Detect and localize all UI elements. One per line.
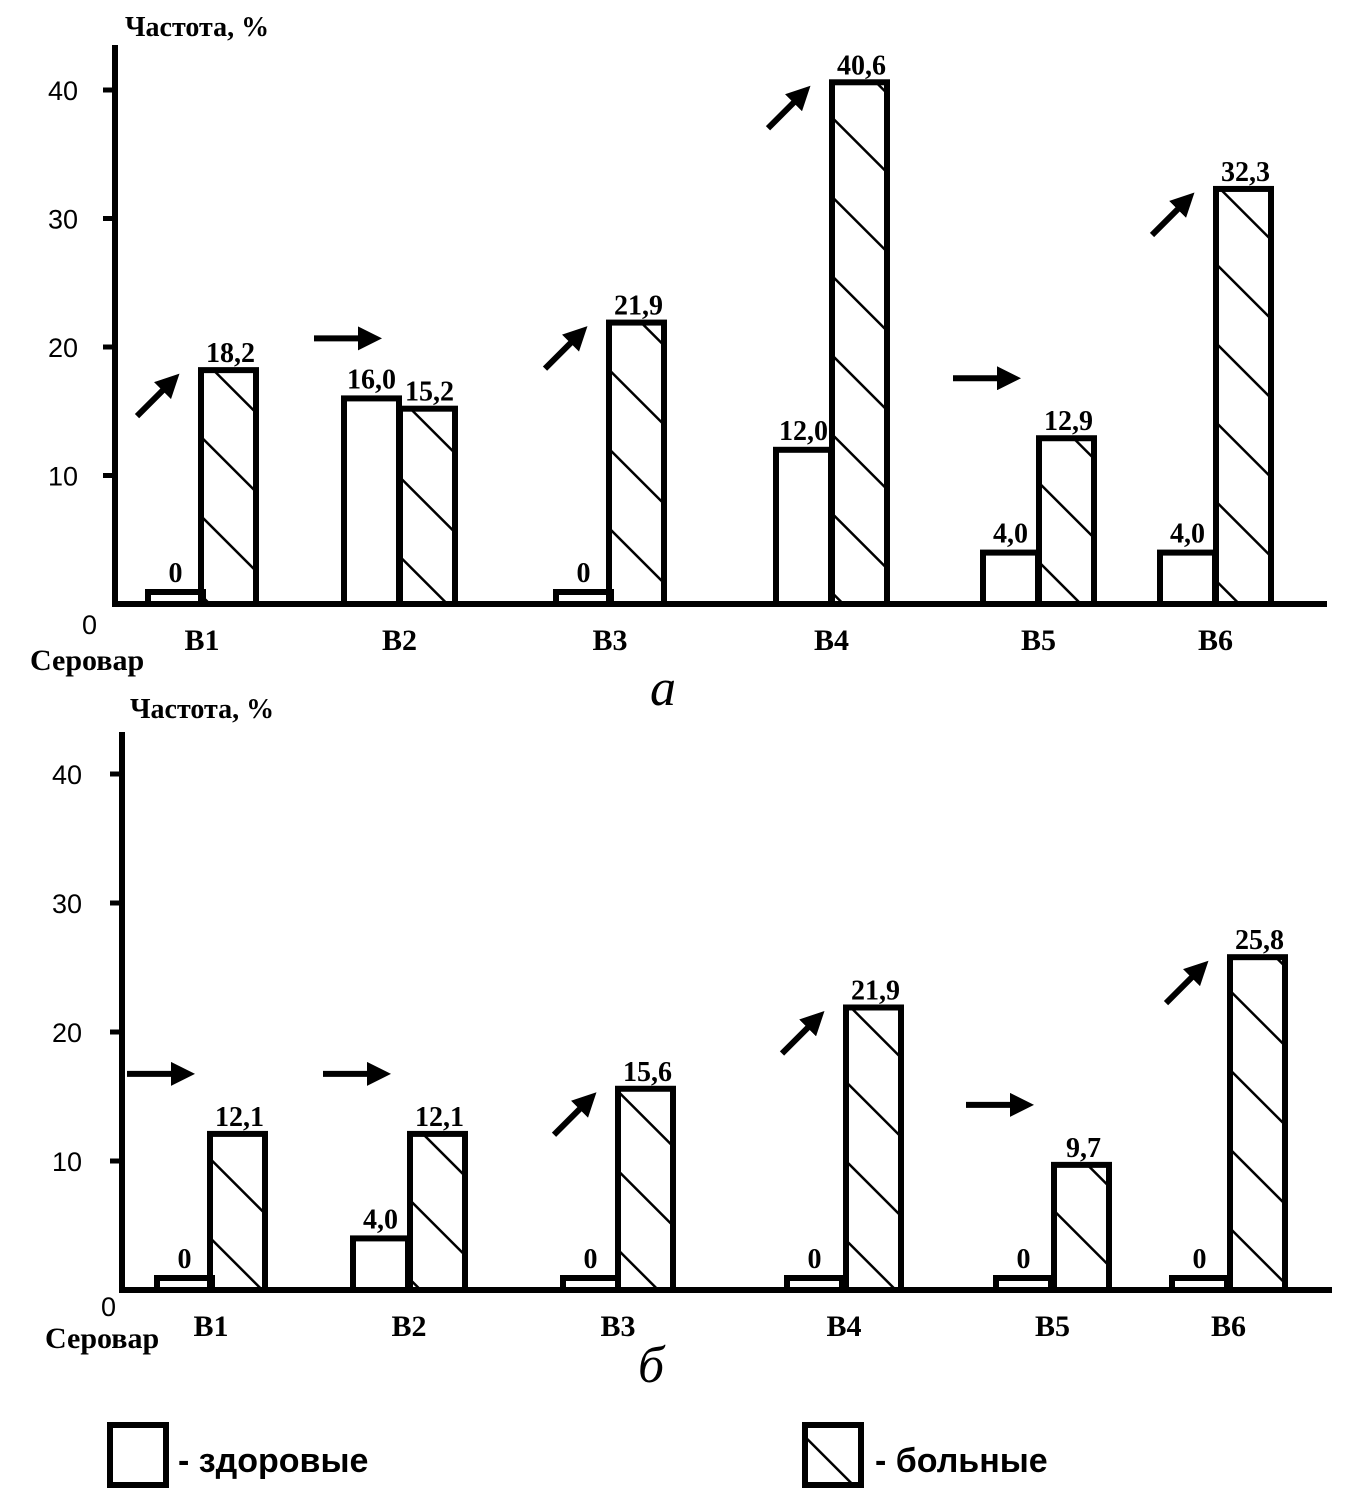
bar-healthy-B6: [1169, 1275, 1230, 1293]
bar-healthy-B2: [341, 395, 402, 607]
value-label-healthy-B4: 0: [808, 1244, 822, 1275]
legend-swatch-sick: [802, 1422, 864, 1488]
bar-sick-B3: [606, 319, 667, 607]
y-tick-label: 40: [48, 76, 78, 106]
value-label-healthy-B2: 4,0: [363, 1204, 398, 1235]
x-axis-title: Серовар: [45, 1322, 159, 1355]
value-label-healthy-B5: 4,0: [993, 519, 1028, 550]
bar-healthy-B5: [993, 1275, 1054, 1293]
value-label-sick-B1: 18,2: [206, 338, 255, 369]
chart-panel-a: Частота, % 0 Серовар а 10 20 30 40 0 18,2 B1 16…: [30, 12, 1327, 717]
panel-caption: а: [650, 660, 676, 717]
y-tick-label: 20: [52, 1018, 82, 1048]
bar-sick-B2: [407, 1130, 468, 1294]
bar-sick-B3: [615, 1085, 676, 1294]
trend-arrow-up-icon: [134, 373, 180, 419]
value-label-healthy-B1: 0: [169, 558, 183, 589]
category-label-B1: B1: [193, 1310, 228, 1343]
x-axis-title: Серовар: [30, 644, 144, 677]
value-label-sick-B4: 40,6: [837, 50, 886, 81]
value-label-sick-B4: 21,9: [851, 975, 900, 1006]
value-label-sick-B6: 32,3: [1221, 157, 1270, 188]
chart-panel-b: Частота, % 0 Серовар б 10 20 30 40 0 12,1 B1 4,…: [45, 694, 1332, 1394]
bar-healthy-B2: [350, 1235, 411, 1294]
bar-healthy-B5: [980, 549, 1041, 607]
bar-healthy-B6: [1157, 549, 1218, 607]
bar-sick-B1: [198, 367, 259, 607]
legend-swatch-healthy: [107, 1422, 169, 1488]
trend-arrow-up-icon: [779, 1011, 825, 1056]
origin-label: 0: [101, 1292, 116, 1322]
y-tick-label: 30: [48, 205, 78, 235]
panel-caption: б: [638, 1337, 666, 1394]
bar-healthy-B3: [560, 1275, 621, 1293]
y-tick-label: 10: [52, 1147, 82, 1177]
category-label-B2: B2: [391, 1310, 426, 1343]
category-label-B3: B3: [600, 1310, 635, 1343]
category-label-B1: B1: [184, 624, 219, 657]
bar-sick-B5: [1051, 1161, 1112, 1293]
value-label-sick-B1: 12,1: [215, 1102, 264, 1133]
bar-healthy-B1: [145, 589, 206, 607]
y-tick-label: 30: [52, 889, 82, 919]
value-label-healthy-B1: 0: [178, 1244, 192, 1275]
y-tick-label: 40: [52, 760, 82, 790]
value-label-healthy-B3: 0: [584, 1244, 598, 1275]
value-label-healthy-B3: 0: [577, 558, 591, 589]
value-label-sick-B2: 15,2: [405, 377, 454, 408]
bar-sick-B4: [829, 79, 890, 608]
value-label-healthy-B6: 4,0: [1170, 519, 1205, 550]
y-axis-title: Частота, %: [125, 12, 269, 43]
category-label-B4: B4: [814, 624, 849, 657]
category-label-B3: B3: [592, 624, 627, 657]
value-label-sick-B5: 12,9: [1044, 406, 1093, 437]
value-label-healthy-B5: 0: [1017, 1244, 1031, 1275]
value-label-sick-B3: 21,9: [614, 291, 663, 322]
trend-arrow-up-icon: [765, 85, 811, 131]
trend-arrow-up-icon: [1149, 192, 1195, 238]
category-label-B5: B5: [1021, 624, 1056, 657]
trend-arrow-up-icon: [542, 326, 588, 371]
value-label-healthy-B6: 0: [1193, 1244, 1207, 1275]
bar-sick-B6: [1213, 185, 1274, 607]
bar-healthy-B4: [773, 446, 834, 607]
legend-label-sick: - больные: [875, 1442, 1048, 1480]
value-label-sick-B2: 12,1: [415, 1102, 464, 1133]
category-label-B6: B6: [1198, 624, 1233, 657]
bar-sick-B5: [1036, 435, 1097, 607]
category-label-B5: B5: [1035, 1310, 1070, 1343]
legend-label-healthy: - здоровые: [178, 1442, 368, 1480]
trend-arrow-up-icon: [1163, 960, 1209, 1006]
bar-healthy-B4: [784, 1275, 845, 1293]
value-label-healthy-B2: 16,0: [347, 364, 396, 395]
value-label-sick-B6: 25,8: [1235, 925, 1284, 956]
trend-arrow-up-icon: [551, 1092, 597, 1137]
bar-sick-B4: [843, 1004, 904, 1293]
value-label-sick-B3: 15,6: [623, 1057, 672, 1088]
bar-sick-B6: [1227, 954, 1288, 1293]
value-label-healthy-B4: 12,0: [779, 416, 828, 447]
y-tick-label: 10: [48, 462, 78, 492]
bar-healthy-B1: [154, 1275, 215, 1293]
origin-label: 0: [82, 610, 97, 640]
bar-sick-B2: [397, 405, 458, 607]
bar-healthy-B3: [553, 589, 614, 607]
legend: - здоровые - больные: [107, 1422, 1048, 1488]
category-label-B4: B4: [826, 1310, 861, 1343]
category-label-B6: B6: [1211, 1310, 1246, 1343]
category-label-B2: B2: [382, 624, 417, 657]
bar-sick-B1: [207, 1130, 268, 1294]
y-tick-label: 20: [48, 333, 78, 363]
y-axis-title: Частота, %: [130, 694, 274, 725]
value-label-sick-B5: 9,7: [1066, 1133, 1101, 1164]
